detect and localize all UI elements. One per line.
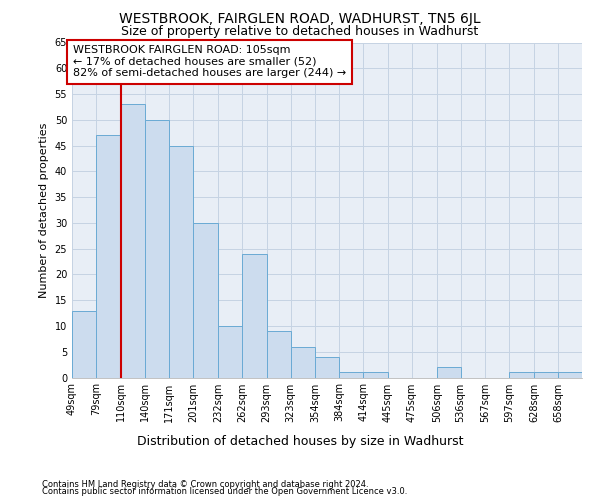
Text: WESTBROOK FAIRGLEN ROAD: 105sqm
← 17% of detached houses are smaller (52)
82% of: WESTBROOK FAIRGLEN ROAD: 105sqm ← 17% of… (73, 45, 346, 78)
Bar (316, 357, 340, 378)
Bar (218, 326, 242, 378)
Bar (290, 346, 316, 378)
Bar (121, 104, 145, 378)
Text: WESTBROOK, FAIRGLEN ROAD, WADHURST, TN5 6JL: WESTBROOK, FAIRGLEN ROAD, WADHURST, TN5 … (119, 12, 481, 26)
Bar (534, 372, 558, 378)
Bar (169, 146, 193, 378)
Bar (509, 372, 534, 378)
Y-axis label: Number of detached properties: Number of detached properties (39, 122, 49, 298)
Bar (242, 254, 267, 378)
Bar (72, 310, 96, 378)
Text: Contains HM Land Registry data © Crown copyright and database right 2024.: Contains HM Land Registry data © Crown c… (42, 480, 368, 489)
Bar (437, 367, 461, 378)
Bar (96, 136, 121, 378)
Bar (558, 372, 582, 378)
Bar (145, 120, 169, 378)
Bar (364, 372, 388, 378)
Text: Distribution of detached houses by size in Wadhurst: Distribution of detached houses by size … (137, 435, 463, 448)
Text: Size of property relative to detached houses in Wadhurst: Size of property relative to detached ho… (121, 25, 479, 38)
Bar (340, 372, 364, 378)
Bar (267, 331, 290, 378)
Text: Contains public sector information licensed under the Open Government Licence v3: Contains public sector information licen… (42, 488, 407, 496)
Bar (193, 223, 218, 378)
